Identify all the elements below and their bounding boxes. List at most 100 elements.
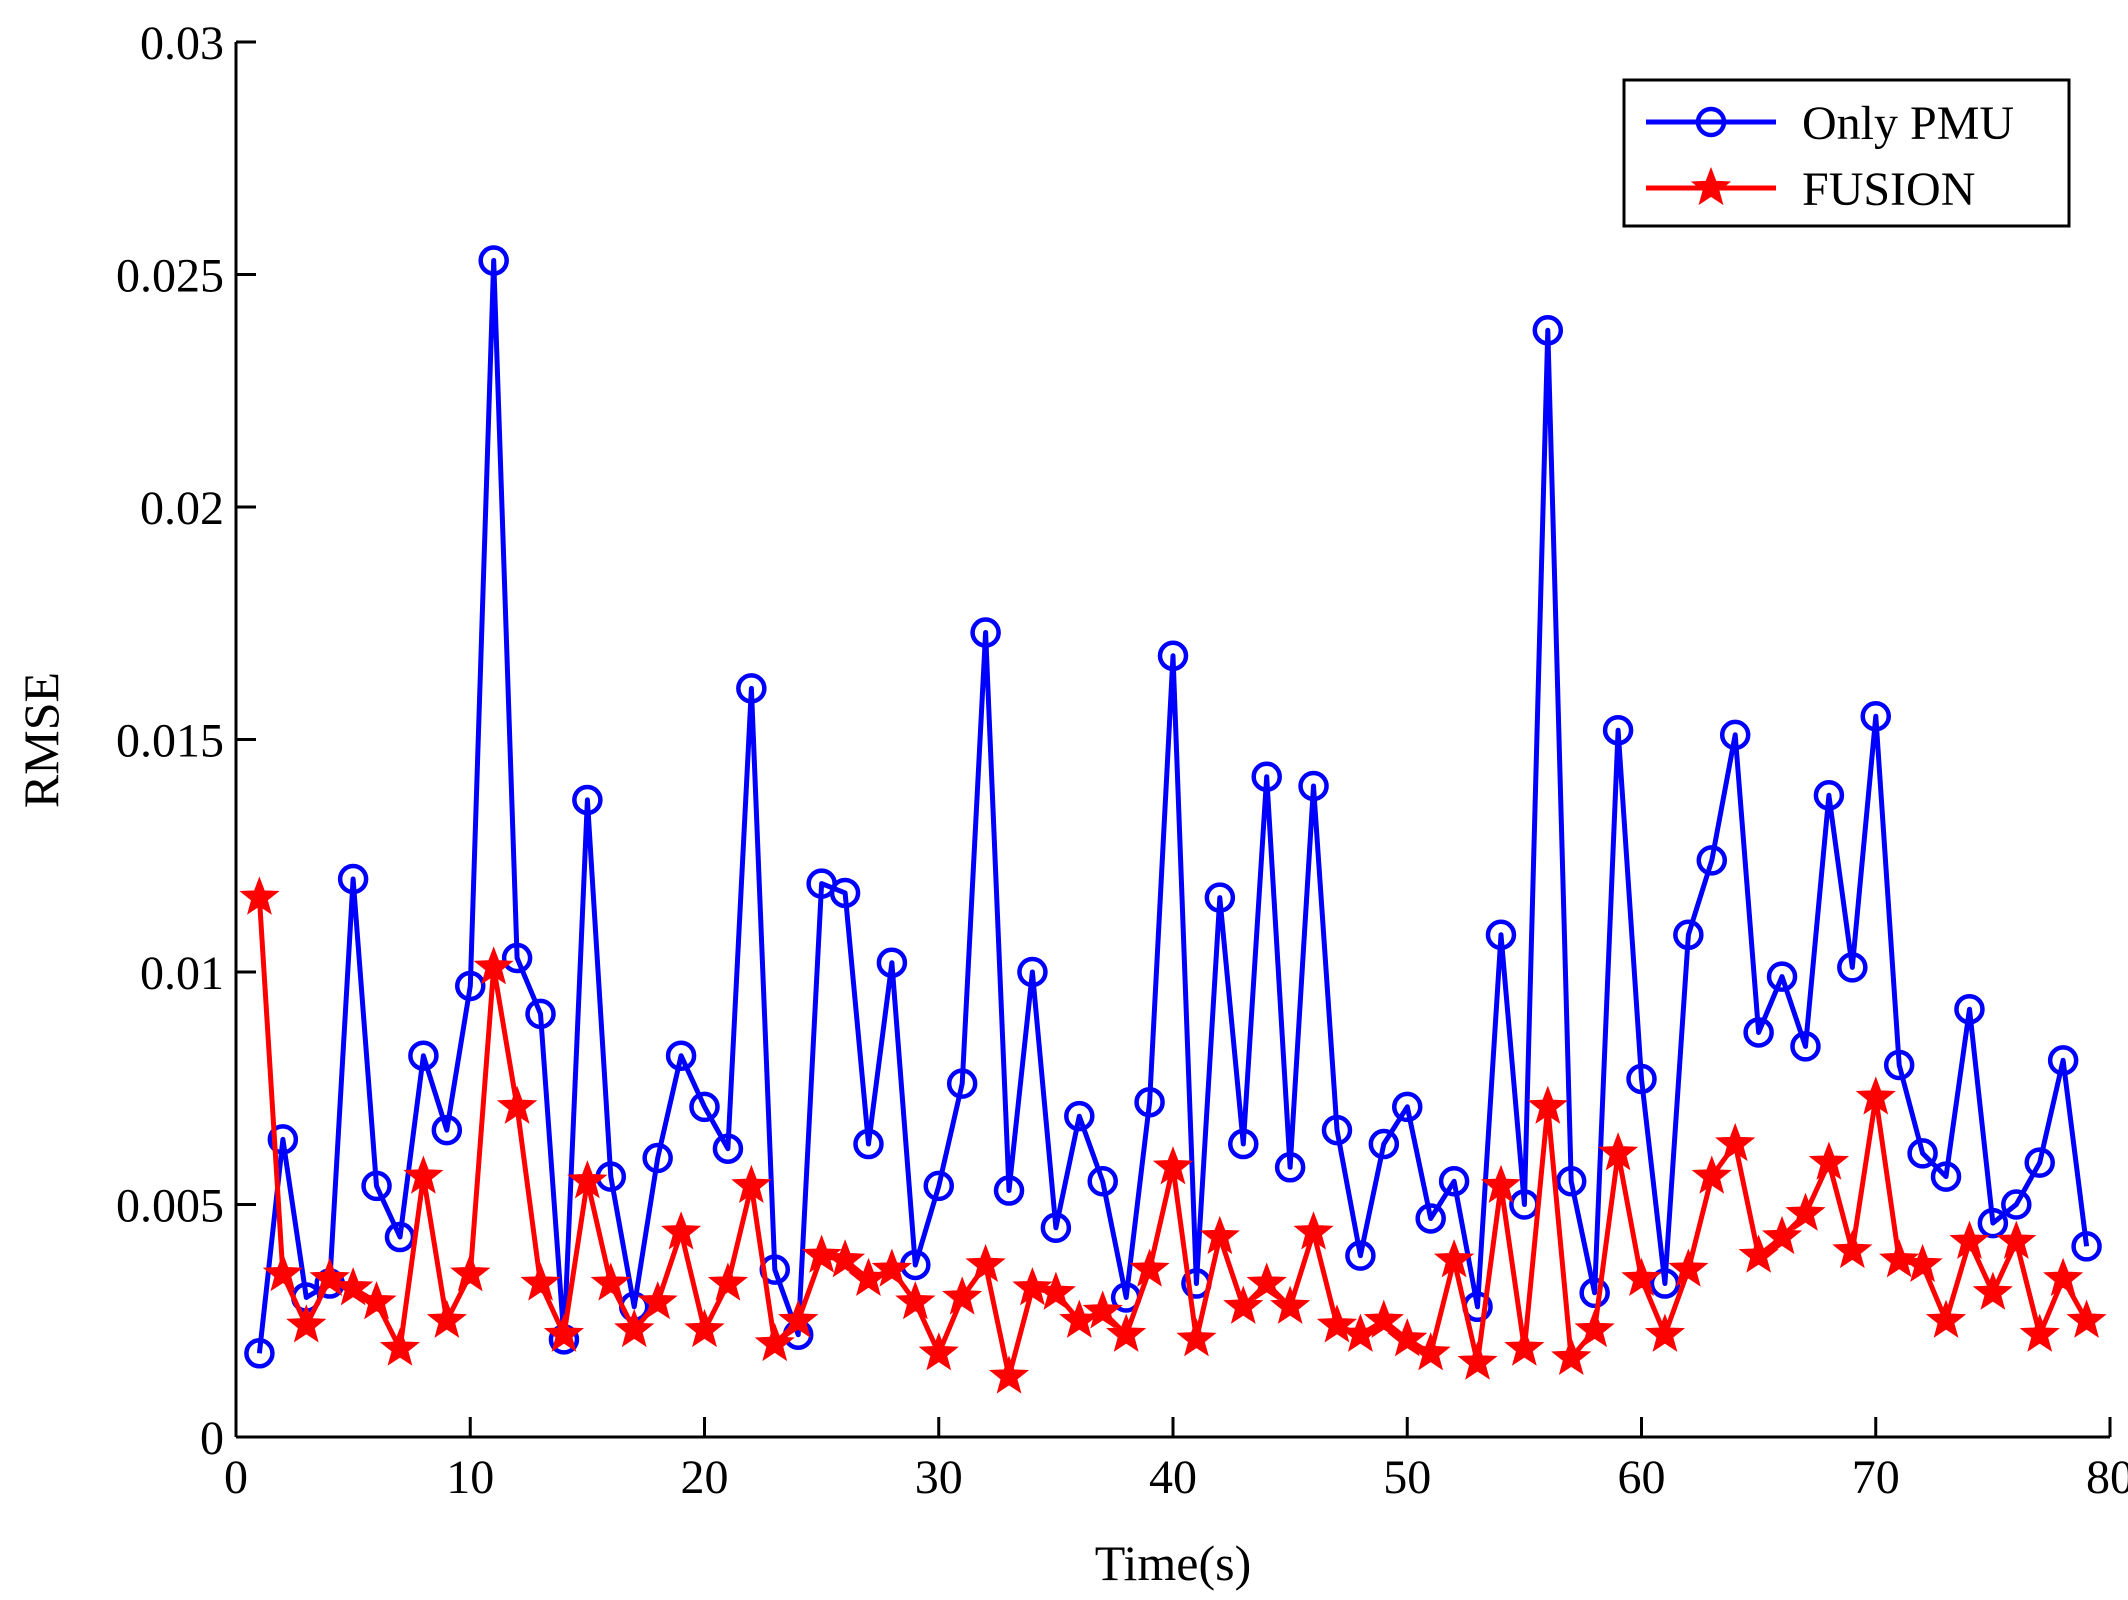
plot-area <box>236 42 2110 1437</box>
data-point <box>1977 1207 2009 1239</box>
data-point <box>520 1262 561 1301</box>
x-tick-label: 50 <box>1383 1451 1431 1504</box>
data-point <box>1106 1313 1147 1352</box>
data-point <box>337 863 369 895</box>
data-point <box>1883 1049 1915 1081</box>
y-tick-label: 0.025 <box>116 250 224 303</box>
data-point <box>572 784 603 816</box>
data-point <box>1972 1271 2013 1310</box>
data-point <box>567 1160 608 1199</box>
data-point <box>993 1175 1025 1206</box>
data-point <box>450 1253 491 1292</box>
x-tick-label: 80 <box>2086 1451 2128 1504</box>
data-point <box>801 1234 842 1273</box>
y-tick-label: 0.015 <box>116 715 224 768</box>
data-point <box>684 1308 725 1348</box>
data-point <box>1228 1128 1259 1160</box>
data-point <box>918 1332 959 1371</box>
data-point <box>1368 1128 1400 1160</box>
data-point <box>1387 1318 1428 1357</box>
data-point <box>426 1299 467 1338</box>
y-tick-label: 0 <box>200 1412 224 1465</box>
data-point <box>1298 770 1329 802</box>
data-point <box>736 673 767 704</box>
data-point <box>408 1040 439 1071</box>
data-point <box>1949 1220 1990 1259</box>
data-point <box>403 1155 444 1194</box>
data-point <box>1574 1308 1615 1348</box>
series-fusion <box>239 876 2107 1394</box>
data-point <box>1017 956 1048 988</box>
y-axis-label: RMSE <box>13 672 69 808</box>
data-point <box>2071 1231 2102 1262</box>
data-point <box>1176 1318 1217 1357</box>
x-tick-label: 60 <box>1618 1451 1666 1504</box>
series-layer <box>239 245 2107 1394</box>
data-point <box>309 1257 350 1297</box>
data-point <box>2019 1313 2060 1352</box>
data-point <box>707 1262 749 1301</box>
data-point <box>2024 1147 2055 1178</box>
data-point <box>1766 961 1798 992</box>
data-point <box>829 877 861 909</box>
data-point <box>496 1085 538 1124</box>
data-point <box>244 1338 275 1369</box>
data-point <box>1064 1100 1095 1132</box>
data-point <box>1293 1211 1334 1250</box>
data-point <box>1879 1239 1920 1278</box>
data-point <box>853 1128 884 1160</box>
data-point <box>1321 1114 1353 1146</box>
data-point <box>1668 1248 1709 1287</box>
data-point <box>1012 1267 1053 1306</box>
data-point <box>1087 1166 1118 1197</box>
x-axis-label: Time(s) <box>1095 1535 1252 1591</box>
data-point <box>473 946 514 985</box>
data-point <box>2047 1045 2079 1076</box>
data-point <box>1719 719 1751 751</box>
data-point <box>1860 701 1891 732</box>
legend-label-only-pmu: Only PMU <box>1802 97 2014 150</box>
data-point <box>1626 1063 1657 1095</box>
data-point <box>1930 1161 1962 1192</box>
data-point <box>361 1170 392 1202</box>
data-point <box>1438 1166 1470 1197</box>
y-axis: 0 0.005 0.01 0.015 0.02 0.025 0.03 <box>116 17 256 1465</box>
data-point <box>1316 1304 1358 1343</box>
data-point <box>1527 1085 1568 1124</box>
data-point <box>1696 845 1728 876</box>
data-point <box>946 1068 978 1099</box>
data-point <box>665 1040 697 1071</box>
data-point <box>988 1355 1030 1394</box>
data-point <box>1485 919 1517 951</box>
data-point <box>1345 1240 1376 1271</box>
x-tick-label: 70 <box>1852 1451 1900 1504</box>
data-point <box>642 1142 673 1174</box>
data-point <box>848 1257 889 1297</box>
data-point <box>1925 1299 1967 1338</box>
data-point <box>1035 1271 1076 1310</box>
data-point <box>1790 1031 1821 1062</box>
data-point <box>712 1133 744 1164</box>
data-point <box>754 1322 795 1362</box>
data-point <box>1059 1299 1100 1338</box>
data-point <box>1644 1313 1686 1352</box>
data-point <box>543 1313 585 1352</box>
data-point <box>1246 1262 1287 1301</box>
data-point <box>689 1091 720 1123</box>
data-point <box>942 1276 983 1315</box>
data-point <box>1363 1299 1404 1338</box>
data-point <box>590 1262 631 1301</box>
data-point <box>1621 1257 1662 1297</box>
data-point <box>1673 919 1704 951</box>
data-point <box>1996 1220 2037 1259</box>
data-point <box>1199 1215 1240 1255</box>
y-tick-label: 0.02 <box>140 482 224 535</box>
data-point <box>1579 1277 1610 1309</box>
data-point <box>379 1327 421 1366</box>
data-point <box>2066 1299 2107 1338</box>
data-point <box>1832 1229 1873 1269</box>
data-point <box>1954 993 1985 1025</box>
data-point <box>637 1281 678 1320</box>
data-point <box>1555 1166 1587 1197</box>
data-point <box>1602 714 1634 746</box>
